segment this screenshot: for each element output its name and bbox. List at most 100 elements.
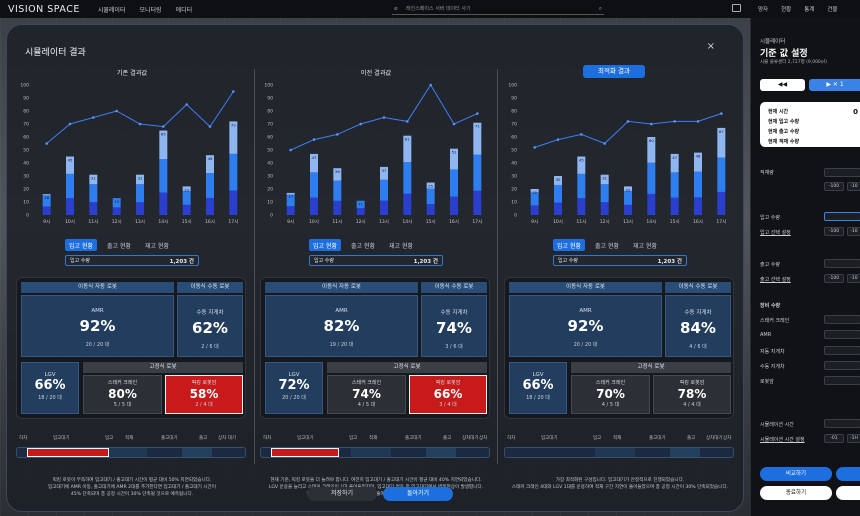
bar-segment-light [66, 156, 74, 174]
tab-inbound[interactable]: 입고 현황 [553, 239, 585, 251]
picking-robot-label: 픽킹 로봇암 [435, 380, 461, 386]
y-tick-label: 80 [267, 109, 273, 115]
back-button[interactable]: 돌아가기 [383, 487, 453, 501]
field-crane: 스태커 크레인 [760, 318, 790, 324]
bar-data-label: 22 [626, 187, 631, 192]
bar-segment-mid [182, 190, 191, 205]
tab-inbound[interactable]: 입고 현황 [65, 239, 97, 251]
inbound-minus-100[interactable]: -100 [824, 227, 844, 236]
y-tick-label: 100 [264, 83, 273, 89]
x-tick-label: 17시 [716, 219, 726, 225]
tab-stock[interactable]: 재고 현황 [389, 242, 413, 250]
x-tick-label: 15시 [426, 219, 436, 225]
load-field[interactable] [824, 168, 860, 177]
load-minus-100[interactable]: -100 [824, 182, 844, 191]
search-icon[interactable]: ⌕ [598, 4, 602, 12]
y-tick-label: 70 [23, 122, 29, 128]
load-minus-10[interactable]: -10 [847, 182, 860, 191]
trend-point [476, 112, 479, 115]
nav-editor[interactable]: 에디터 [175, 6, 193, 14]
y-tick-label: 50 [511, 148, 517, 154]
nav-monitoring[interactable]: 모니터링 [139, 6, 162, 14]
bar-segment-mid [310, 172, 318, 198]
robot-arm-field[interactable] [824, 376, 860, 385]
panel-toggle-icon[interactable] [732, 4, 741, 12]
x-tick-label: 11시 [88, 219, 98, 225]
compare-button[interactable]: 비교하기 [760, 467, 832, 481]
y-tick-label: 70 [267, 122, 273, 128]
bar-segment-light [229, 121, 238, 154]
inbound-field[interactable] [824, 212, 860, 221]
outbound-field[interactable] [824, 259, 860, 268]
auto-robot-header: 이동식 자동 로봇 [509, 282, 662, 293]
tab-stock[interactable]: 재고 현황 [633, 242, 657, 250]
inbound-count-value: 1,203 건 [657, 258, 682, 265]
end-button[interactable]: 종료하기 [760, 486, 832, 500]
auto-forklift-field[interactable] [824, 346, 860, 355]
inbound-minus-10[interactable]: -10 [847, 227, 860, 236]
y-tick-label: 10 [511, 200, 517, 206]
trend-point [138, 122, 142, 126]
bar-data-label: 67 [719, 129, 724, 134]
outbound-minus-100[interactable]: -100 [824, 274, 844, 283]
x-tick-label: 9시 [43, 219, 50, 225]
tab-outbound[interactable]: 출고 현황 [107, 242, 131, 250]
lgv-card: LGV 66% 18 / 20 대 [509, 362, 567, 414]
outbound-minus-10[interactable]: -10 [847, 274, 860, 283]
sim-time-option-link[interactable]: 시뮬레이션 시간 설정 [760, 437, 805, 443]
nav-building[interactable]: 건물 [827, 7, 838, 13]
tab-outbound[interactable]: 출고 현황 [351, 242, 375, 250]
y-tick-label: 50 [23, 148, 29, 154]
x-tick-label: 12시 [112, 219, 122, 225]
lgv-rate: 66% [522, 378, 554, 393]
bar-segment-light [450, 148, 458, 170]
nav-status[interactable]: 현황 [781, 7, 792, 13]
info-time: 현재 시간 [768, 109, 789, 115]
outbound-option-link[interactable]: 출고 선택 설정 [760, 277, 791, 283]
timeline-stage: 출고대기 [405, 436, 422, 441]
end-extra-button[interactable] [836, 486, 860, 500]
rewind-button[interactable]: ◀◀ [760, 79, 805, 91]
lgv-label: LGV [532, 372, 544, 378]
nav-simulator[interactable]: 시뮬레이터 [97, 6, 126, 14]
crane-field[interactable] [824, 315, 860, 324]
stacker-crane-rate: 80% [108, 387, 137, 401]
tab-inbound[interactable]: 입고 현황 [309, 239, 341, 251]
amr-field[interactable] [824, 330, 860, 339]
play-speed-button[interactable]: ▶ ✕ 1 [809, 79, 860, 91]
bar-segment-mid [473, 154, 482, 191]
inbound-option-link[interactable]: 입고 선택 설정 [760, 230, 791, 236]
bar-segment-mid [112, 198, 121, 208]
time-minus-01[interactable]: -01 [824, 434, 844, 443]
bar-segment-light [333, 168, 342, 181]
bar-data-label: 48 [696, 154, 701, 159]
info-outbound: 현재 출고 수량 [768, 129, 800, 135]
tab-stock[interactable]: 재고 현황 [145, 242, 169, 250]
stacker-crane-rate: 70% [596, 387, 625, 401]
nav-stats[interactable]: 통계 [804, 7, 815, 13]
close-icon[interactable]: × [706, 41, 715, 52]
bar-segment-dark [624, 204, 632, 215]
bar-segment-dark [577, 198, 586, 215]
save-button[interactable]: 저장하기 [307, 487, 377, 501]
result-description: 픽킹 로봇이 부족하여 입고대기 / 출고대기 시간이 평균 대비 50% 지연… [13, 477, 251, 498]
stacker-crane-count: 4 / 5 대 [601, 402, 620, 408]
manual-forklift-field[interactable] [824, 361, 860, 370]
trend-point [429, 83, 432, 87]
bar-segment-mid [159, 159, 168, 193]
bar-segment-light [159, 130, 168, 160]
time-minus-1h[interactable]: -1H [847, 434, 860, 443]
tab-outbound[interactable]: 출고 현황 [595, 242, 619, 250]
result-desc-line: 45% 단축되며 총 공정 시간이 30% 단축될 것으로 예측됩니다. [70, 492, 194, 497]
trend-point [580, 133, 583, 136]
search-input[interactable]: ⌀ 레인스페이스 서버 데이터 사기 ⌕ [392, 3, 604, 15]
sim-time-field[interactable] [824, 419, 860, 428]
x-tick-label: 17시 [228, 219, 238, 225]
compare-extra-button[interactable] [836, 467, 860, 481]
bar-segment-mid [670, 172, 679, 198]
picking-robot-label: 픽킹 로봇암 [679, 380, 705, 386]
right-nav: 양자 현황 통계 건물 [758, 0, 838, 18]
y-tick-label: 0 [270, 213, 273, 219]
nav-quantum[interactable]: 양자 [758, 7, 769, 13]
inbound-count-box: 입고 수량 1,203 건 [65, 255, 199, 266]
